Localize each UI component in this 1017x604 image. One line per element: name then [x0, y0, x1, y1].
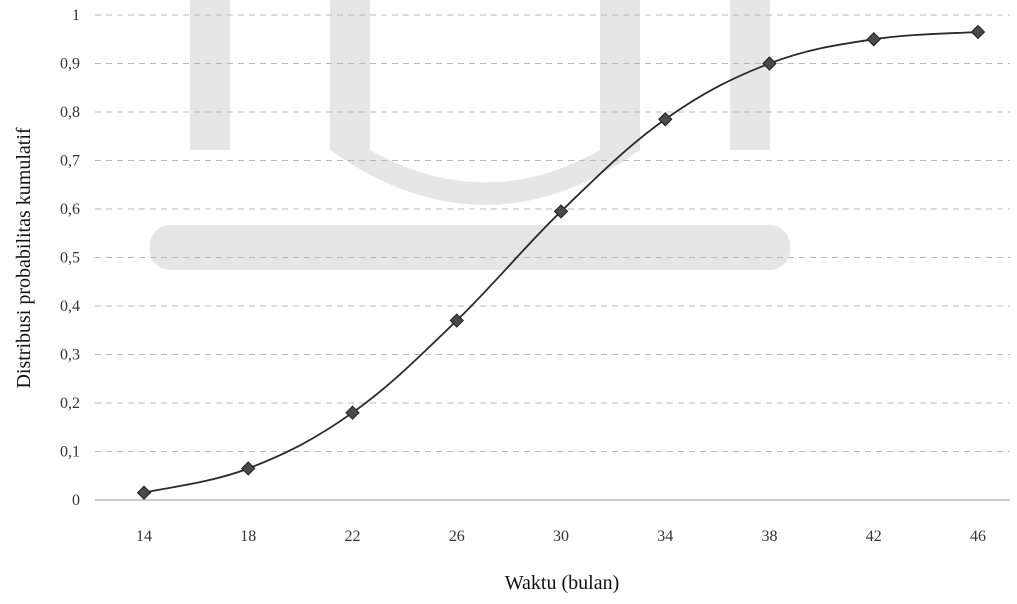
x-tick-label: 30: [553, 528, 569, 545]
watermark-script-band: [150, 225, 790, 270]
y-tick-label: 0,2: [60, 395, 80, 412]
watermark-bar-right: [730, 0, 770, 150]
x-axis-title: Waktu (bulan): [505, 572, 619, 594]
y-tick-label: 0: [72, 492, 80, 509]
y-tick-label: 0,9: [60, 56, 80, 73]
y-tick-label: 0,3: [60, 347, 80, 364]
data-point-marker: [345, 405, 360, 420]
data-point-marker: [762, 56, 777, 71]
watermark-bar-left: [190, 0, 230, 150]
watermark-logo: [150, 0, 790, 270]
x-tick-label: 46: [970, 528, 986, 545]
x-tick-label: 34: [657, 528, 673, 545]
watermark-bar-mid-left: [330, 0, 370, 150]
data-point-marker: [553, 204, 569, 219]
y-tick-label: 1: [72, 7, 80, 24]
data-series: [136, 24, 986, 500]
y-tick-label: 0,1: [60, 444, 80, 461]
data-point-marker: [449, 313, 464, 328]
y-tick-label: 0,4: [60, 298, 80, 315]
tick-labels: 0 0,1 0,2 0,3 0,4 0,5 0,6 0,7 0,8 0,9 1 14 18 22 26 30 3…: [60, 7, 986, 545]
data-point-marker: [241, 461, 256, 476]
x-tick-label: 22: [345, 528, 361, 545]
x-tick-label: 38: [762, 528, 778, 545]
data-point-marker: [866, 32, 881, 47]
x-tick-label: 26: [449, 528, 465, 545]
y-tick-label: 0,7: [60, 153, 80, 170]
watermark-bar-mid-right: [600, 0, 640, 150]
data-point-marker: [970, 24, 986, 40]
data-point-marker: [658, 112, 673, 127]
x-tick-label: 42: [866, 528, 882, 545]
y-tick-label: 0,5: [60, 250, 80, 267]
x-tick-label: 18: [240, 528, 256, 545]
y-tick-label: 0,6: [60, 201, 80, 218]
y-tick-label: 0,8: [60, 104, 80, 121]
y-axis-title: Distribusi probabilitas kumulatif: [13, 127, 35, 388]
watermark-arc: [330, 150, 640, 205]
gridlines: [95, 14, 1010, 452]
x-tick-label: 14: [136, 528, 152, 545]
data-point-marker: [136, 485, 152, 500]
